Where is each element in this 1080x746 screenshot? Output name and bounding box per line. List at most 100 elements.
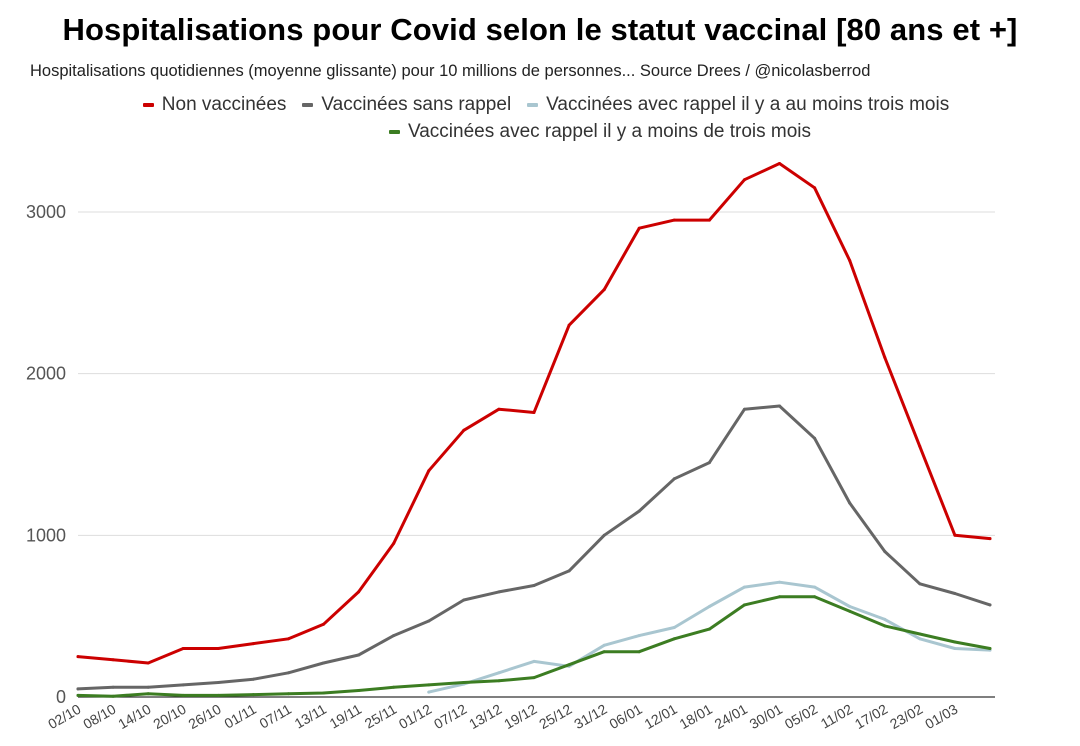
series-1-point xyxy=(497,590,501,594)
series-0-point xyxy=(637,226,641,230)
series-line-1 xyxy=(76,404,992,691)
x-tick-label: 19/11 xyxy=(327,701,365,732)
series-2-point xyxy=(743,585,746,589)
series-2-point xyxy=(848,605,852,608)
x-tick-label: 05/02 xyxy=(782,701,821,732)
series-3-point xyxy=(567,663,571,667)
series-0-point xyxy=(672,218,676,222)
series-0-point xyxy=(357,590,361,594)
series-2-point xyxy=(532,659,536,663)
legend-label-rappel-moins-trois-mois: Vaccinées avec rappel il y a moins de tr… xyxy=(407,121,812,142)
series-2-point xyxy=(778,580,781,584)
series-1-point xyxy=(918,582,922,586)
series-0-point xyxy=(848,259,852,262)
series-3-point xyxy=(707,627,711,631)
series-1-point xyxy=(848,501,852,505)
series-3-point xyxy=(953,640,957,644)
series-1-point xyxy=(111,685,115,689)
legend-row-2: Vaccinées avec rappel il y a moins de tr… xyxy=(60,121,1080,143)
legend-label-rappel-plus-trois-mois: Vaccinées avec rappel il y a au moins tr… xyxy=(546,94,950,115)
x-tick-label: 12/01 xyxy=(641,701,680,732)
series-1-point xyxy=(181,683,185,687)
y-tick-label: 1000 xyxy=(26,525,66,545)
x-tick-label: 11/02 xyxy=(818,701,856,732)
series-1-point xyxy=(392,634,396,638)
legend-item-vaccinees-sans-rappel[interactable]: Vaccinées sans rappel xyxy=(302,94,511,116)
series-1-point xyxy=(707,461,711,465)
x-tick-label: 25/12 xyxy=(536,701,575,732)
x-tick-label: 19/12 xyxy=(501,701,540,732)
series-2-point xyxy=(602,643,606,647)
series-1-point xyxy=(216,681,220,684)
series-0-point xyxy=(532,411,536,414)
x-tick-label: 01/12 xyxy=(396,701,435,732)
series-2-point xyxy=(427,690,431,694)
series-0-point xyxy=(76,655,80,659)
y-tick-label: 0 xyxy=(56,687,66,707)
series-0-point xyxy=(392,541,396,545)
series-2-point xyxy=(672,626,676,629)
series-3-point xyxy=(497,679,501,683)
chart-title: Hospitalisations pour Covid selon le sta… xyxy=(62,12,1018,47)
series-2-point xyxy=(918,637,922,641)
chart-subtitle: Hospitalisations quotidiennes (moyenne g… xyxy=(30,62,871,80)
series-1-point xyxy=(672,477,676,481)
x-tick-label: 23/02 xyxy=(887,701,926,732)
series-0-point xyxy=(427,469,431,473)
legend-item-rappel-plus-trois-mois[interactable]: Vaccinées avec rappel il y a au moins tr… xyxy=(527,94,949,116)
series-1-point xyxy=(883,550,887,553)
series-1-point xyxy=(602,533,606,537)
legend-swatch-rappel-moins-trois-mois xyxy=(388,130,400,134)
series-3-point xyxy=(883,624,887,628)
x-tick-label: 13/11 xyxy=(292,701,330,732)
series-0-point xyxy=(813,186,817,190)
series-1-point xyxy=(567,569,571,573)
x-tick-label: 13/12 xyxy=(466,701,505,732)
x-tick-label: 18/01 xyxy=(677,701,716,732)
series-0-point xyxy=(953,533,957,537)
legend-item-rappel-moins-trois-mois[interactable]: Vaccinées avec rappel il y a moins de tr… xyxy=(388,121,812,143)
series-3-point xyxy=(76,693,80,697)
x-tick-label: 24/01 xyxy=(712,701,751,732)
series-3-point xyxy=(251,693,255,697)
legend-label-non-vaccinees: Non vaccinées xyxy=(161,94,287,115)
series-1-point xyxy=(76,687,80,691)
legend-swatch-non-vaccinees xyxy=(142,103,154,107)
series-2-point xyxy=(883,617,887,621)
series-3-point xyxy=(532,676,536,680)
series-0-point xyxy=(287,637,290,641)
x-tick-label: 06/01 xyxy=(606,701,645,732)
x-tick-label: 07/11 xyxy=(257,701,295,732)
series-3-point xyxy=(392,685,396,689)
series-3-point xyxy=(918,632,922,636)
series-1-point xyxy=(287,671,290,675)
series-1-point xyxy=(988,603,992,607)
series-0-point xyxy=(707,218,711,222)
x-tick-label: 25/11 xyxy=(362,701,400,732)
series-1-point xyxy=(322,661,325,665)
series-3-point xyxy=(672,637,676,641)
x-tick-label: 17/02 xyxy=(852,701,891,732)
legend-item-non-vaccinees[interactable]: Non vaccinées xyxy=(142,94,287,116)
series-3-point xyxy=(216,693,220,697)
x-tick-label: 01/03 xyxy=(922,701,961,732)
series-0-point xyxy=(111,658,115,662)
series-3-point xyxy=(357,689,361,692)
series-1-point xyxy=(251,677,255,681)
series-1-point xyxy=(427,619,431,623)
series-0-point xyxy=(918,444,922,448)
series-3-point xyxy=(146,692,150,696)
series-1-point xyxy=(813,436,817,440)
series-3-point xyxy=(848,609,852,613)
x-tick-label: 26/10 xyxy=(185,701,224,732)
legend-row-1: Non vaccinées Vaccinées sans rappel Vacc… xyxy=(6,94,1080,116)
series-0-point xyxy=(462,428,466,432)
series-2-point xyxy=(813,585,817,589)
series-2-point xyxy=(707,605,711,608)
series-3-point xyxy=(322,691,325,695)
series-1-point xyxy=(953,592,957,595)
series-2-point xyxy=(953,647,957,650)
series-1-point xyxy=(743,407,746,411)
x-tick-label: 31/12 xyxy=(571,701,610,732)
